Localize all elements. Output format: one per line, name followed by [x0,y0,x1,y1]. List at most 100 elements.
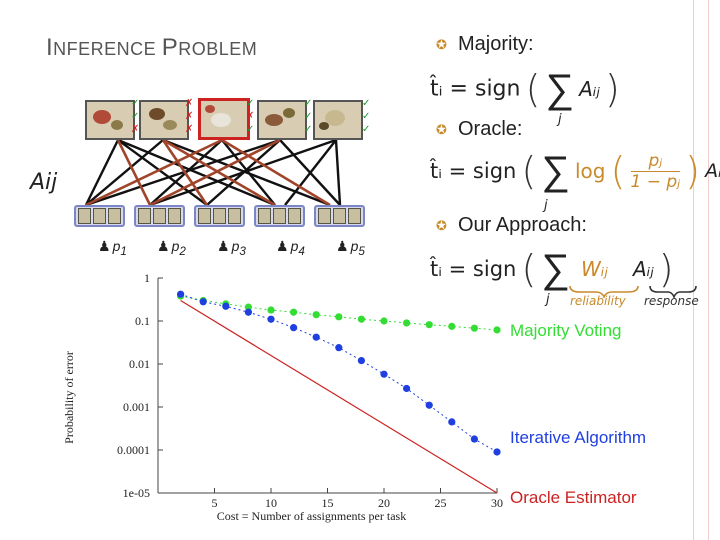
person-icon: ♟ [157,238,170,254]
data-point [448,322,456,330]
person-icon: ♟ [217,238,230,254]
x-tick-label: 10 [265,496,277,510]
svg-text:✗: ✗ [131,124,139,135]
svg-text:✓: ✓ [246,98,254,109]
x-tick-label: 5 [212,496,218,510]
x-tick-label: 25 [435,496,447,510]
y-axis-label: Probability of error [62,351,76,444]
worker-group-2 [134,205,185,227]
legend-entry-0: Majority Voting [510,321,622,340]
formula-oracle: t̂ᵢ = sign ( ∑ log ( pⱼ 1 − pⱼ ) Aᵢⱼ j [430,148,720,213]
bullet-oracle: ✪ Oracle: [436,118,522,141]
worker-group-1 [74,205,125,227]
title-rest-2: ROBLEM [178,39,258,59]
svg-text:✓: ✓ [304,124,312,135]
formula-braces [569,285,697,298]
person-icon: ♟ [276,238,289,254]
title-cap-1: I [46,34,54,61]
y-tick-label: 0.1 [135,314,150,328]
data-point [267,315,275,323]
label-marks: ✓ ✓ ✗ ✗ ✗ ✗ ✓ ✗ ✓ ✓ ✓ ✓ ✓ ✓ ✓ [131,98,370,135]
slide-title: INFERENCE PROBLEM [46,34,257,62]
svg-text:✓: ✓ [246,124,254,135]
data-point [267,306,275,314]
series-line-0 [180,295,498,331]
data-point [425,401,433,409]
bullet-icon: ✪ [436,217,447,233]
matrix-label: Aij [30,170,58,195]
data-point [380,317,388,325]
data-point [493,448,501,456]
data-point [199,298,207,306]
bullet-label: Majority: [458,33,534,55]
task-tile-5 [313,100,363,140]
data-point [357,315,365,323]
person-icon: ♟ [98,238,111,254]
worker-label-3: ♟ p3 [217,238,246,258]
data-point [312,333,320,341]
svg-text:✓: ✓ [362,111,370,122]
data-point [425,321,433,329]
worker-label-1: ♟ p1 [98,238,127,258]
chart-legend: Majority Voting Iterative Algorithm Oracle… [510,321,646,507]
worker-group-4 [254,205,305,227]
svg-text:✗: ✗ [246,111,254,122]
bullet-icon: ✪ [436,121,447,137]
data-point [403,384,411,393]
data-point [290,308,298,316]
x-tick-label: 15 [322,496,334,510]
bullet-icon: ✪ [436,36,447,52]
data-point [470,324,478,332]
svg-text:✓: ✓ [131,111,139,122]
legend-entry-2: Oracle Estimator [510,488,637,507]
worker-label-5: ♟ p5 [336,238,365,258]
worker-label-4: ♟ p4 [276,238,305,258]
response-note: response [644,294,699,308]
data-point [380,370,388,378]
data-point [222,302,230,310]
formula-majority: t̂ᵢ = sign ( ∑ Aᵢⱼ ) j [430,66,620,127]
y-tick-label: 0.01 [129,357,150,371]
data-point [244,303,252,311]
svg-text:✓: ✓ [362,124,370,135]
data-point [244,308,252,316]
task-tile-4 [257,100,307,140]
data-point [312,311,320,319]
x-axis-label: Cost = Number of assignments per task [217,509,406,523]
bullet-label: Oracle: [458,118,523,140]
data-point [335,313,343,321]
svg-text:✓: ✓ [304,98,312,109]
task-tile-3-highlighted [198,98,250,140]
title-cap-2: P [161,34,179,61]
worker-group-3 [194,205,245,227]
data-point [470,435,478,443]
person-icon: ♟ [336,238,349,254]
error-chart: 1 0.1 0.01 0.001 0.0001 1e-05 5 10 15 20 25 30 Cost … [62,271,646,523]
chart-axes: 1 0.1 0.01 0.001 0.0001 1e-05 5 10 15 20 25 30 Cost … [62,271,503,523]
svg-text:✓: ✓ [131,98,139,109]
y-tick-label: 1 [144,271,150,285]
bipartite-edges [84,138,342,207]
bullet-majority: ✪ Majority: [436,33,534,56]
data-point [403,319,411,327]
data-point [335,344,343,352]
formula-our-approach: t̂ᵢ = sign ( ∑ Wᵢⱼ Aᵢⱼ ) j reliability r… [430,246,699,308]
worker-label-2: ♟ p2 [157,238,186,258]
svg-text:✓: ✓ [304,111,312,122]
reliability-note: reliability [570,294,626,308]
x-tick-label: 30 [491,496,503,510]
task-tile-2 [139,100,189,140]
bullet-label: Our Approach: [458,214,587,236]
series-line-2 [180,299,498,494]
x-tick-label: 20 [378,496,390,510]
chart-series [177,290,501,494]
svg-text:✗: ✗ [185,124,193,135]
y-tick-label: 0.001 [123,400,150,414]
data-point [357,356,365,365]
svg-text:✗: ✗ [185,98,193,109]
data-point [493,326,501,334]
y-tick-label: 1e-05 [123,486,150,500]
legend-entry-1: Iterative Algorithm [510,428,646,447]
data-point [177,290,185,298]
y-tick-label: 0.0001 [117,443,150,457]
